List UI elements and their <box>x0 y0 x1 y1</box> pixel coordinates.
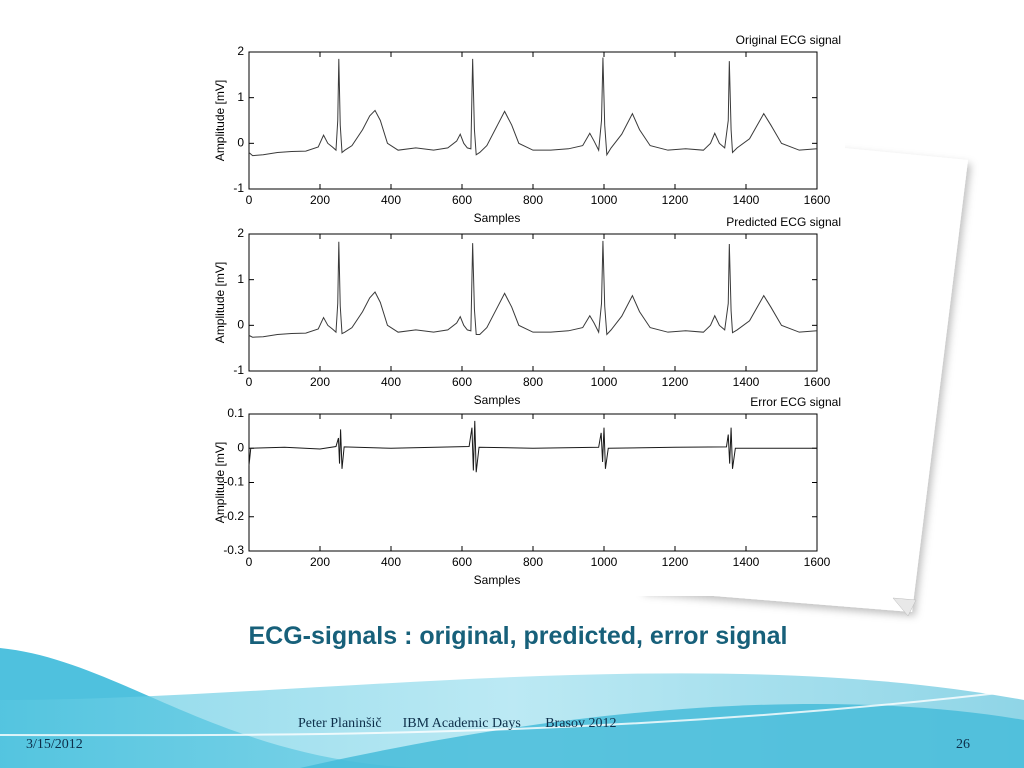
chart-title: Error ECG signal <box>750 395 841 409</box>
x-tick-label: 1600 <box>804 555 831 569</box>
x-tick-label: 1000 <box>591 555 618 569</box>
y-tick-label: 1 <box>237 90 244 104</box>
y-tick-label: -1 <box>233 181 244 195</box>
x-tick-label: 800 <box>523 193 543 207</box>
x-tick-label: 200 <box>310 555 330 569</box>
x-tick-label: 600 <box>452 193 472 207</box>
y-tick-label: 0.1 <box>227 406 244 420</box>
y-tick-label: -0.1 <box>223 475 244 489</box>
x-tick-label: 1600 <box>804 375 831 389</box>
footer-date: 3/15/2012 <box>26 737 83 752</box>
x-tick-label: 1400 <box>733 375 760 389</box>
x-tick-label: 1200 <box>662 193 689 207</box>
signal-line <box>248 240 818 338</box>
y-tick-label: -1 <box>233 363 244 377</box>
x-tick-label: 400 <box>381 375 401 389</box>
x-axis-label: Samples <box>474 393 521 407</box>
y-axis-label: Amplitude [mV] <box>213 80 227 161</box>
y-axis-label: Amplitude [mV] <box>213 442 227 523</box>
x-tick-label: 600 <box>452 555 472 569</box>
y-tick-label: -0.3 <box>223 543 244 557</box>
y-axis-label: Amplitude [mV] <box>213 262 227 343</box>
y-tick-label: 2 <box>237 44 244 58</box>
y-tick-label: 0 <box>237 136 244 150</box>
y-tick-label: 1 <box>237 272 244 286</box>
x-tick-label: 1000 <box>591 375 618 389</box>
y-tick-label: 0 <box>237 440 244 454</box>
x-tick-label: 200 <box>310 193 330 207</box>
chart-title: Predicted ECG signal <box>726 215 841 229</box>
chart-title: Original ECG signal <box>736 33 841 47</box>
x-tick-label: 0 <box>246 193 253 207</box>
x-tick-label: 200 <box>310 375 330 389</box>
x-tick-label: 1400 <box>733 193 760 207</box>
y-tick-label: 2 <box>237 226 244 240</box>
wave <box>300 703 1024 768</box>
x-tick-label: 1600 <box>804 193 831 207</box>
wave-line <box>0 689 1024 737</box>
x-axis-label: Samples <box>474 211 521 225</box>
x-tick-label: 1200 <box>662 375 689 389</box>
axes-box <box>248 233 818 372</box>
footer-text: Peter Planinšič IBM Academic Days Brasov… <box>298 716 617 731</box>
x-tick-label: 600 <box>452 375 472 389</box>
caption: ECG-signals : original, predicted, error… <box>248 622 788 650</box>
signal-line <box>248 420 817 473</box>
x-tick-label: 800 <box>523 555 543 569</box>
axes-box <box>248 413 818 552</box>
x-axis-label: Samples <box>474 573 521 587</box>
page-number: 26 <box>956 737 970 752</box>
y-tick-label: 0 <box>237 318 244 332</box>
x-tick-label: 1200 <box>662 555 689 569</box>
signal-line <box>248 57 818 157</box>
x-tick-label: 800 <box>523 375 543 389</box>
x-tick-label: 1400 <box>733 555 760 569</box>
x-tick-label: 0 <box>246 555 253 569</box>
x-tick-label: 1000 <box>591 193 618 207</box>
x-tick-label: 400 <box>381 193 401 207</box>
y-tick-label: -0.2 <box>223 509 244 523</box>
axes-box <box>248 51 818 190</box>
x-tick-label: 400 <box>381 555 401 569</box>
paper-curl <box>892 597 917 617</box>
x-tick-label: 0 <box>246 375 253 389</box>
